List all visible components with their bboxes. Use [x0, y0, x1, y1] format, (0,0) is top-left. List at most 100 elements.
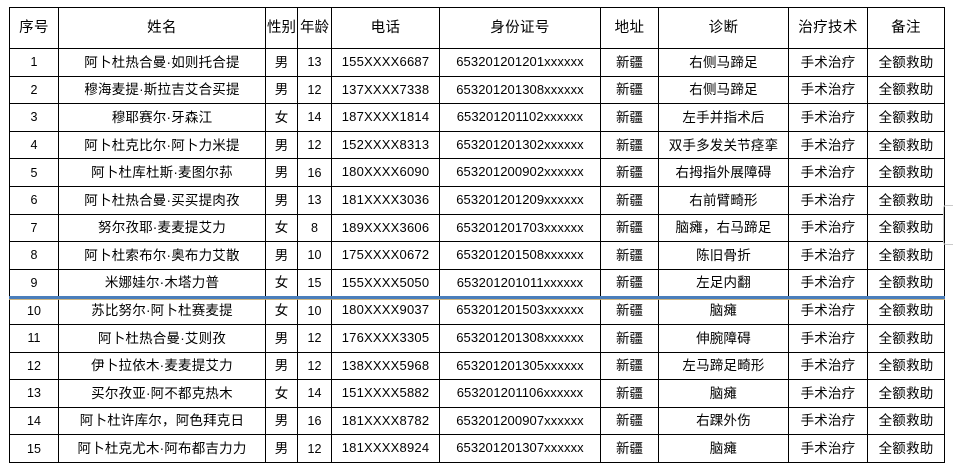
cell-address[interactable]: 新疆 — [600, 268, 659, 298]
cell-phone[interactable]: 176XXXX3305 — [331, 323, 440, 353]
cell-age[interactable]: 13 — [297, 48, 332, 77]
cell-index[interactable]: 14 — [9, 406, 59, 436]
cell-treatment[interactable]: 手术治疗 — [788, 48, 868, 77]
cell-sex[interactable]: 男 — [265, 406, 298, 436]
cell-name[interactable]: 买尔孜亚·阿不都克热木 — [58, 379, 266, 408]
cell-name[interactable]: 米娜娃尔·木塔力普 — [58, 268, 266, 298]
cell-phone[interactable]: 155XXXX5050 — [331, 268, 440, 298]
column-header-id-number[interactable]: 身份证号 — [439, 7, 601, 49]
cell-treatment[interactable]: 手术治疗 — [788, 323, 868, 353]
cell-remark[interactable]: 全额救助 — [867, 351, 945, 381]
cell-address[interactable]: 新疆 — [600, 48, 659, 77]
cell-address[interactable]: 新疆 — [600, 158, 659, 187]
cell-diagnosis[interactable]: 右前臂畸形 — [658, 185, 789, 215]
cell-name[interactable]: 阿卜杜索布尔·奥布力艾散 — [58, 241, 266, 270]
cell-treatment[interactable]: 手术治疗 — [788, 406, 868, 436]
table-row[interactable]: 2 穆海麦提·斯拉吉艾合买提男 12 137XXXX7338 653201201308x… — [9, 75, 945, 105]
cell-id-number[interactable]: 653201200902xxxxxx — [439, 158, 601, 187]
table-row[interactable]: 10 苏比努尔·阿卜杜赛麦提女 10 180XXXX9037 653201201503x… — [9, 296, 945, 325]
cell-name[interactable]: 努尔孜耶·麦麦提艾力 — [58, 213, 266, 243]
cell-id-number[interactable]: 653201201308xxxxxx — [439, 75, 601, 105]
cell-treatment[interactable]: 手术治疗 — [788, 103, 868, 132]
cell-name[interactable]: 阿卜杜克尤木·阿布都吉力力 — [58, 434, 266, 463]
cell-diagnosis[interactable]: 脑瘫 — [658, 434, 789, 463]
cell-phone[interactable]: 155XXXX6687 — [331, 48, 440, 77]
cell-phone[interactable]: 152XXXX8313 — [331, 130, 440, 160]
table-row[interactable]: 1 阿卜杜热合曼·如则托合提男 13 155XXXX6687 653201201201x… — [9, 48, 945, 77]
column-header-name[interactable]: 姓名 — [58, 7, 266, 49]
cell-index[interactable]: 9 — [9, 268, 59, 298]
cell-sex[interactable]: 女 — [265, 268, 298, 298]
table-row[interactable]: 4 阿卜杜克比尔·阿卜力米提男 12 152XXXX8313 653201201302x… — [9, 130, 945, 160]
cell-sex[interactable]: 男 — [265, 323, 298, 353]
column-header-age[interactable]: 年龄 — [297, 7, 332, 49]
cell-diagnosis[interactable]: 左手并指术后 — [658, 103, 789, 132]
cell-diagnosis[interactable]: 双手多发关节痉挛 — [658, 130, 789, 160]
cell-id-number[interactable]: 653201201308xxxxxx — [439, 323, 601, 353]
cell-index[interactable]: 12 — [9, 351, 59, 381]
cell-sex[interactable]: 男 — [265, 434, 298, 463]
cell-sex[interactable]: 女 — [265, 379, 298, 408]
cell-age[interactable]: 15 — [297, 268, 332, 298]
cell-phone[interactable]: 137XXXX7338 — [331, 75, 440, 105]
cell-index[interactable]: 15 — [9, 434, 59, 463]
cell-remark[interactable]: 全额救助 — [867, 268, 945, 298]
cell-sex[interactable]: 女 — [265, 213, 298, 243]
cell-age[interactable]: 12 — [297, 434, 332, 463]
cell-sex[interactable]: 女 — [265, 103, 298, 132]
cell-age[interactable]: 12 — [297, 75, 332, 105]
table-row[interactable]: 3 穆耶赛尔·牙森江女 14 187XXXX1814 653201201102xxxxx… — [9, 103, 945, 132]
cell-index[interactable]: 13 — [9, 379, 59, 408]
cell-phone[interactable]: 180XXXX6090 — [331, 158, 440, 187]
cell-address[interactable]: 新疆 — [600, 185, 659, 215]
cell-diagnosis[interactable]: 左马蹄足畸形 — [658, 351, 789, 381]
cell-sex[interactable]: 男 — [265, 241, 298, 270]
cell-index[interactable]: 11 — [9, 323, 59, 353]
cell-diagnosis[interactable]: 右拇指外展障碍 — [658, 158, 789, 187]
column-header-remark[interactable]: 备注 — [867, 7, 945, 49]
cell-remark[interactable]: 全额救助 — [867, 158, 945, 187]
table-row[interactable]: 8 阿卜杜索布尔·奥布力艾散男 10 175XXXX0672 653201201508x… — [9, 241, 945, 270]
column-header-phone[interactable]: 电话 — [331, 7, 440, 49]
cell-age[interactable]: 10 — [297, 296, 332, 325]
cell-remark[interactable]: 全额救助 — [867, 130, 945, 160]
cell-id-number[interactable]: 653201200907xxxxxx — [439, 406, 601, 436]
cell-remark[interactable]: 全额救助 — [867, 103, 945, 132]
cell-address[interactable]: 新疆 — [600, 75, 659, 105]
cell-id-number[interactable]: 653201201106xxxxxx — [439, 379, 601, 408]
cell-sex[interactable]: 男 — [265, 158, 298, 187]
cell-address[interactable]: 新疆 — [600, 103, 659, 132]
cell-index[interactable]: 6 — [9, 185, 59, 215]
cell-treatment[interactable]: 手术治疗 — [788, 130, 868, 160]
cell-diagnosis[interactable]: 左足内翻 — [658, 268, 789, 298]
cell-name[interactable]: 阿卜杜许库尔，阿色拜克日 — [58, 406, 266, 436]
cell-sex[interactable]: 女 — [265, 296, 298, 325]
cell-address[interactable]: 新疆 — [600, 406, 659, 436]
cell-name[interactable]: 阿卜杜库杜斯·麦图尔荪 — [58, 158, 266, 187]
cell-sex[interactable]: 男 — [265, 130, 298, 160]
cell-treatment[interactable]: 手术治疗 — [788, 213, 868, 243]
cell-age[interactable]: 13 — [297, 185, 332, 215]
cell-diagnosis[interactable]: 脑瘫 — [658, 379, 789, 408]
cell-sex[interactable]: 男 — [265, 351, 298, 381]
cell-address[interactable]: 新疆 — [600, 296, 659, 325]
cell-name[interactable]: 苏比努尔·阿卜杜赛麦提 — [58, 296, 266, 325]
cell-address[interactable]: 新疆 — [600, 351, 659, 381]
cell-phone[interactable]: 189XXXX3606 — [331, 213, 440, 243]
cell-diagnosis[interactable]: 右踝外伤 — [658, 406, 789, 436]
column-header-sex[interactable]: 性别 — [265, 7, 298, 49]
column-header-diagnosis[interactable]: 诊断 — [658, 7, 789, 49]
cell-address[interactable]: 新疆 — [600, 434, 659, 463]
table-row[interactable]: 14 阿卜杜许库尔，阿色拜克日男 16 181XXXX8782 653201200907… — [9, 406, 945, 436]
cell-remark[interactable]: 全额救助 — [867, 241, 945, 270]
cell-treatment[interactable]: 手术治疗 — [788, 241, 868, 270]
cell-age[interactable]: 16 — [297, 406, 332, 436]
cell-index[interactable]: 2 — [9, 75, 59, 105]
column-header-treatment[interactable]: 治疗技术 — [788, 7, 868, 49]
column-header-index[interactable]: 序号 — [9, 7, 59, 49]
cell-id-number[interactable]: 653201201102xxxxxx — [439, 103, 601, 132]
cell-treatment[interactable]: 手术治疗 — [788, 351, 868, 381]
cell-phone[interactable]: 138XXXX5968 — [331, 351, 440, 381]
cell-remark[interactable]: 全额救助 — [867, 434, 945, 463]
cell-remark[interactable]: 全额救助 — [867, 48, 945, 77]
